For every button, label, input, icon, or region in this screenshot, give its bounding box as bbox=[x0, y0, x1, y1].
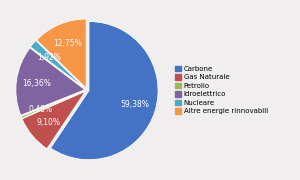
Wedge shape bbox=[30, 40, 85, 89]
Wedge shape bbox=[22, 91, 85, 149]
Wedge shape bbox=[21, 91, 85, 118]
Wedge shape bbox=[16, 48, 85, 115]
Text: 9,10%: 9,10% bbox=[36, 118, 60, 127]
Text: 1,92%: 1,92% bbox=[37, 53, 61, 62]
Text: 0,48%: 0,48% bbox=[28, 105, 52, 114]
Legend: Carbone, Gas Naturale, Petrolio, Idroelettrico, Nucleare, Altre energie rinnovab: Carbone, Gas Naturale, Petrolio, Idroele… bbox=[175, 65, 268, 115]
Wedge shape bbox=[50, 21, 158, 160]
Text: 16,36%: 16,36% bbox=[22, 79, 51, 88]
Wedge shape bbox=[37, 19, 86, 88]
Text: 12,75%: 12,75% bbox=[53, 39, 82, 48]
Text: 59,38%: 59,38% bbox=[121, 100, 150, 109]
